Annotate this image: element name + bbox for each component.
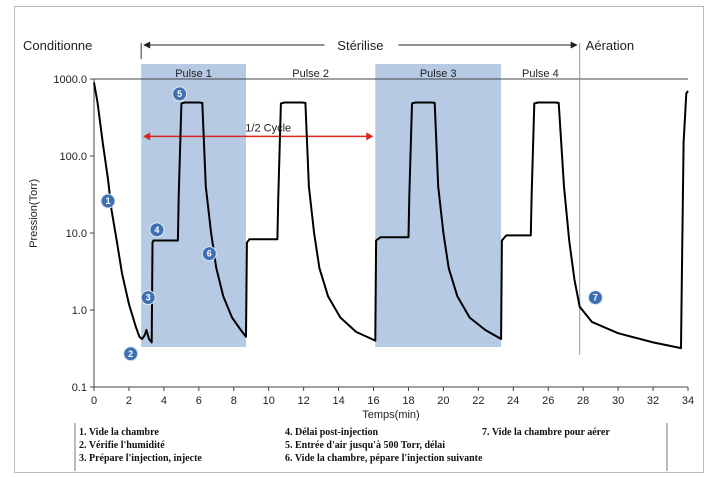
step-badge-6: 6 bbox=[201, 246, 217, 262]
legend-item-5: 5. Entrée d'air jusqu'à 500 Torr, délai bbox=[285, 440, 445, 451]
axis-labels: Temps(min) Pression(Torr) bbox=[28, 179, 420, 421]
phase-bar: Conditionne Stérilise Aération bbox=[23, 38, 634, 53]
pressure-series-1 bbox=[93, 82, 689, 350]
legend-item-2: 2. Vérifie l'humidité bbox=[79, 440, 165, 451]
x-axis-label: Temps(min) bbox=[362, 409, 419, 421]
x-tick-label-0: 0 bbox=[91, 395, 97, 407]
x-tick-label-34: 34 bbox=[682, 395, 694, 407]
x-tick-label-24: 24 bbox=[507, 395, 519, 407]
pulse-label-3: Pulse 3 bbox=[420, 68, 457, 80]
step-badge-number-1: 1 bbox=[105, 196, 110, 206]
step-badge-3: 3 bbox=[140, 290, 156, 306]
x-tick-label-16: 16 bbox=[367, 395, 379, 407]
step-badge-1: 1 bbox=[100, 193, 116, 209]
legend-item-3: 3. Prépare l'injection, injecte bbox=[79, 453, 202, 464]
pulse-shade-3 bbox=[375, 64, 502, 347]
sterilise-arrowhead-right bbox=[570, 41, 578, 49]
x-tick-label-6: 6 bbox=[196, 395, 202, 407]
pulse-label-4: Pulse 4 bbox=[522, 68, 559, 80]
step-badge-number-7: 7 bbox=[593, 293, 598, 303]
step-badge-circle-5 bbox=[172, 86, 188, 102]
x-tick-label-10: 10 bbox=[263, 395, 275, 407]
x-tick-label-32: 32 bbox=[647, 395, 659, 407]
step-badge-number-5: 5 bbox=[177, 89, 182, 99]
step-badge-number-3: 3 bbox=[146, 293, 151, 303]
y-tick-label-0.1: 0.1 bbox=[72, 382, 87, 394]
pulse-shade-1 bbox=[141, 64, 246, 347]
half-cycle-arrowhead-right bbox=[366, 132, 374, 141]
step-badge-4: 4 bbox=[149, 222, 165, 238]
legend-item-4: 4. Délai post-injection bbox=[285, 427, 378, 438]
y-tick-label-10.0: 10.0 bbox=[66, 228, 87, 240]
y-tick-label-1000.0: 1000.0 bbox=[53, 74, 87, 86]
x-tick-label-28: 28 bbox=[577, 395, 589, 407]
y-tick-label-1.0: 1.0 bbox=[72, 305, 87, 317]
legend-item-7: 7. Vide la chambre pour aérer bbox=[482, 427, 610, 438]
axis-ticks: 0 2 4 6 8 10 12 14 16 18 20 22 24 26 28 30 32 340.11.010.… bbox=[53, 74, 694, 407]
pulse-label-2: Pulse 2 bbox=[292, 68, 329, 80]
half-cycle-arrowhead-left bbox=[143, 132, 151, 141]
pulse-labels: Pulse 1 Pulse 2 Pulse 3 Pulse 4 bbox=[175, 68, 558, 80]
chart-svg: 0 2 4 6 8 10 12 14 16 18 20 22 24 26 28 30 32 340.11.010.… bbox=[23, 38, 694, 471]
x-tick-label-12: 12 bbox=[298, 395, 310, 407]
step-badge-circle-6 bbox=[201, 246, 217, 262]
step-badge-number-4: 4 bbox=[154, 225, 159, 235]
x-tick-label-14: 14 bbox=[332, 395, 344, 407]
x-tick-label-4: 4 bbox=[161, 395, 167, 407]
legend-item-6: 6. Vide la chambre, pépare l'injection s… bbox=[285, 453, 483, 464]
y-tick-label-100.0: 100.0 bbox=[59, 151, 87, 163]
pulse-shading bbox=[141, 64, 502, 347]
phase-label-sterilise: Stérilise bbox=[337, 38, 383, 53]
step-badge-circle-4 bbox=[149, 222, 165, 238]
x-tick-label-26: 26 bbox=[542, 395, 554, 407]
x-tick-label-20: 20 bbox=[437, 395, 449, 407]
sterilise-arrowhead-left bbox=[143, 41, 151, 49]
step-legend: 1. Vide la chambre 2. Vérifie l'humidité 3… bbox=[74, 423, 668, 471]
x-tick-label-22: 22 bbox=[472, 395, 484, 407]
step-badge-circle-7 bbox=[587, 290, 603, 306]
step-badge-circle-2 bbox=[123, 346, 139, 362]
step-badge-number-6: 6 bbox=[207, 249, 212, 259]
half-cycle-label: 1/2 Cycle bbox=[245, 122, 291, 134]
pulse-label-1: Pulse 1 bbox=[175, 68, 212, 80]
chart-frame: 0 2 4 6 8 10 12 14 16 18 20 22 24 26 28 30 32 34 0.1 1.0 10.… bbox=[14, 6, 704, 473]
step-badge-number-2: 2 bbox=[128, 349, 133, 359]
step-badge-5: 5 bbox=[172, 86, 188, 102]
y-axis-label: Pression(Torr) bbox=[28, 179, 40, 248]
phase-label-conditionne: Conditionne bbox=[23, 38, 92, 53]
step-badges: 1 2 3 4 5 6 7 bbox=[100, 86, 603, 362]
x-tick-label-30: 30 bbox=[612, 395, 624, 407]
step-badge-circle-3 bbox=[140, 290, 156, 306]
phase-label-aeration: Aération bbox=[586, 38, 634, 53]
x-tick-label-8: 8 bbox=[231, 395, 237, 407]
x-tick-label-18: 18 bbox=[402, 395, 414, 407]
step-badge-7: 7 bbox=[587, 290, 603, 306]
pressure-curve bbox=[93, 82, 689, 350]
x-tick-label-2: 2 bbox=[126, 395, 132, 407]
legend-item-1: 1. Vide la chambre bbox=[79, 427, 159, 438]
step-badge-circle-1 bbox=[100, 193, 116, 209]
step-badge-2: 2 bbox=[123, 346, 139, 362]
